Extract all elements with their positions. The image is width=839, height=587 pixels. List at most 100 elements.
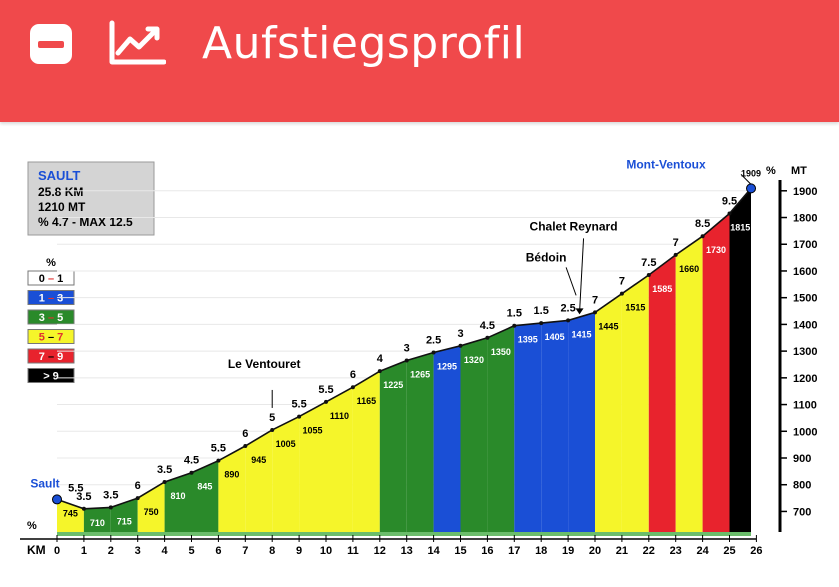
profile-point [700,234,705,239]
climb-info-box: SAULT 25.8 KM 1210 MT % 4.7 - MAX 12.5 [27,161,155,236]
gradient-segment [110,498,138,532]
segment-grade-label: 4 [377,353,384,365]
segment-elevation-label: 710 [90,518,105,528]
profile-point [619,291,624,296]
profile-point [404,358,409,363]
segment-elevation-label: 890 [224,470,239,480]
x-tick-label: 17 [508,545,520,557]
place-label: Le Ventouret [228,357,301,371]
profile-point [324,399,328,404]
segment-elevation-label: 1005 [276,439,296,449]
legend-swatch [27,368,75,383]
segment-elevation-label: 845 [197,482,212,492]
y-tick-label: 800 [793,480,811,492]
legend-swatch [27,348,75,364]
y-tick-label: 1200 [793,373,817,385]
place-label: Chalet Reynard [530,219,618,233]
y-tick-label: 1000 [793,426,817,438]
gradient-segment [406,352,434,532]
place-label: Bédoin [526,250,567,264]
segment-elevation-label: 810 [171,491,186,501]
profile-line-group [55,186,754,511]
place-dot [52,494,62,505]
x-tick-label: 7 [242,545,248,557]
x-tick-label: 9 [296,545,302,557]
x-tick-label: 16 [481,545,493,557]
gradient-segment [164,472,192,532]
info-box-background [27,161,155,236]
profile-point [243,443,248,448]
gradient-segment [541,320,569,532]
segment-grade-label: 2.5 [426,334,441,346]
legend-label: 1 – 3 [39,293,64,305]
segment-grade-label: 6 [135,480,141,492]
legend-label: 5 – 7 [39,332,64,344]
elevation-profile-chart: SAULT 25.8 KM 1210 MT % 4.7 - MAX 12.5 %… [20,157,817,557]
segment-elevation-label: 1110 [330,411,349,421]
segment-elevation-label: 1055 [303,426,323,436]
gradient-segment [379,360,407,532]
y-tick-label: 1300 [793,346,817,358]
x-tick-label: 1 [81,545,87,557]
legend-swatch [27,329,75,344]
segment-grade-label: 1.5 [507,308,522,320]
segment-elevation-label: 945 [251,455,266,465]
x-tick-label: 14 [427,545,440,557]
segment-grade-label: 5.5 [211,443,226,455]
x-tick-label: 2 [108,545,114,557]
gradient-legend: % 0 – 1 1 – 3 3 – 5 5 – 7 7 – 9 > 9 [27,257,75,383]
x-tick-label: 3 [135,545,141,557]
place-arrow-head [575,308,584,315]
gradient-segment [433,345,461,532]
legend-label: 3 – 5 [39,312,64,324]
gradient-segment [83,507,111,532]
x-tick-label: 5 [188,545,194,557]
gradient-segments [57,188,751,532]
minus-square-icon[interactable] [30,24,72,64]
info-box-climb: 1210 MT [38,200,86,214]
gradient-segment [245,429,273,532]
profile-point [485,335,490,340]
x-tick-label: 19 [562,545,574,557]
gradient-segment [568,312,595,532]
info-box-name: SAULT [38,168,80,183]
profile-point [297,414,302,419]
gradient-segment [299,401,326,532]
place-leader [579,238,585,313]
segment-elevation-label: 750 [144,507,159,517]
segment-grade-label: 5.5 [291,399,306,411]
x-tick-label: 4 [162,545,169,557]
segment-grade-label: 7 [619,276,625,288]
segment-elevation-label: 1405 [545,332,565,342]
profile-point [539,321,544,326]
segment-elevation-label: 1585 [652,284,672,294]
segment-grade-label: 3.5 [157,464,172,476]
place-leader [740,174,752,185]
profile-point [593,310,597,315]
segment-elevation-label: 1320 [464,355,484,365]
segment-elevation-label: 1395 [518,335,538,345]
place-markers: Sault Le Ventouret Bédoin Chalet Reynard Mon… [30,157,757,505]
x-axis-label: KM [27,543,46,557]
profile-point [566,318,571,323]
segment-grade-label: 3.5 [103,489,118,501]
gradient-segment [621,275,649,532]
profile-point [377,369,382,374]
gradient-segment [595,293,622,532]
segment-grade-label: 3 [404,342,410,354]
segment-grade-label: 7.5 [641,257,656,269]
profile-point [350,385,355,390]
profile-point [162,480,167,485]
y-tick-label: 900 [793,453,811,465]
segment-grade-label: 6 [242,428,248,440]
profile-point [431,350,436,355]
x-tick-label: 13 [401,545,413,557]
x-tick-label: 21 [616,545,628,557]
segment-grade-label: 9.5 [722,196,737,208]
x-tick-label: 24 [696,545,709,557]
x-tick-label: 18 [535,545,547,557]
segment-grade-label: 4.5 [184,455,199,467]
x-tick-label: 12 [374,545,386,557]
gradient-segment [218,446,246,532]
profile-point [270,427,275,432]
